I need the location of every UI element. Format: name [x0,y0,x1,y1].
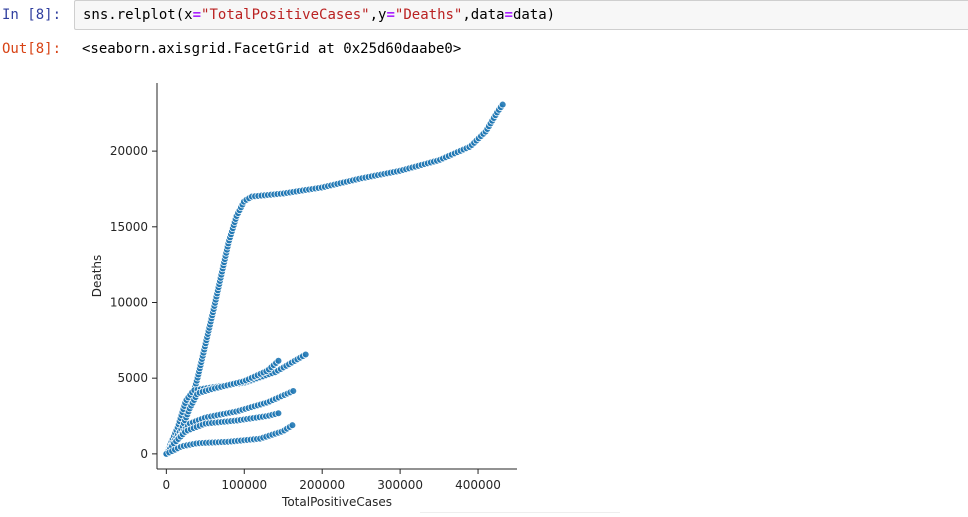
x-tick-label: 300000 [377,478,423,492]
scatter-point [274,357,283,365]
input-prompt: In [8]: [2,7,62,23]
code-cell-input[interactable]: sns.relplot(x="TotalPositiveCases",y="De… [74,0,968,30]
scatter-point [289,387,298,395]
code-y-value: "Deaths" [394,7,463,23]
y-tick-label: 0 [140,447,148,461]
code-x-value: "TotalPositiveCases" [201,7,370,23]
scatter-point [301,350,310,359]
code-comma-1: , [369,7,379,23]
code-equals-2: = [386,7,395,23]
code-equals-3: = [504,7,513,23]
x-tick-label: 200000 [299,478,345,492]
y-tick-label: 10000 [110,295,148,309]
y-tick-label: 5000 [117,371,148,385]
code-comma-2: , [462,7,471,23]
divider [420,512,620,513]
x-axis-label: TotalPositiveCases [281,495,392,509]
y-tick-label: 20000 [110,144,148,158]
points-layer [162,100,507,458]
code-y-keyword: y [378,7,387,23]
y-tick-label: 15000 [110,220,148,234]
y-axis-label: Deaths [90,255,104,298]
x-tick-label: 100000 [221,478,267,492]
x-ticks: 0 100000 200000 300000 400000 [163,469,501,492]
code-line: sns.relplot(x="TotalPositiveCases",y="De… [83,6,555,24]
code-x-keyword: x [184,7,193,23]
code-equals-1: = [192,7,202,23]
y-ticks: 0 5000 10000 15000 20000 [110,144,157,461]
scatter-point [274,409,283,417]
scatter-point [498,100,507,109]
output-prompt: Out[8]: [2,41,62,57]
code-data-value: data) [512,7,556,23]
output-repr: <seaborn.axisgrid.FacetGrid at 0x25d60da… [82,41,462,57]
code-func: sns.relplot( [83,7,185,23]
code-data-keyword: data [470,7,505,23]
x-tick-label: 400000 [455,478,501,492]
scatter-point [288,421,297,429]
x-tick-label: 0 [163,478,171,492]
